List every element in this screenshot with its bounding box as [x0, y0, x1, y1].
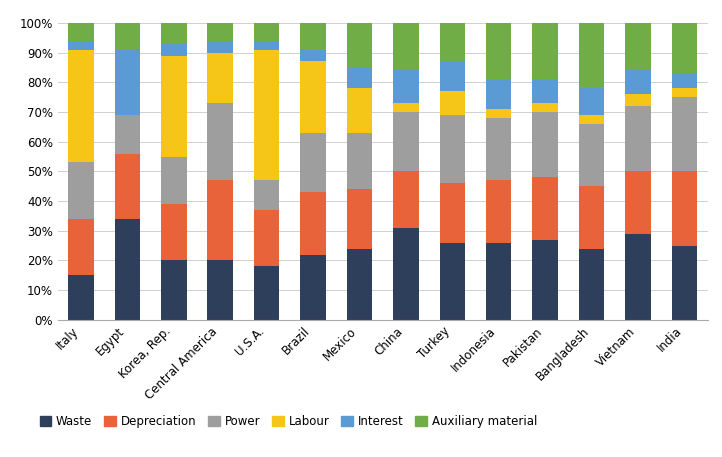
- Bar: [532, 177, 558, 239]
- Bar: [440, 183, 465, 243]
- Bar: [300, 62, 326, 133]
- Bar: [440, 91, 465, 115]
- Bar: [300, 192, 326, 255]
- Bar: [161, 44, 186, 56]
- Bar: [532, 23, 558, 80]
- Bar: [532, 112, 558, 177]
- Bar: [579, 124, 604, 186]
- Bar: [393, 171, 419, 228]
- Bar: [115, 50, 140, 115]
- Bar: [161, 23, 186, 44]
- Bar: [486, 80, 511, 109]
- Bar: [671, 97, 697, 171]
- Bar: [625, 171, 651, 234]
- Bar: [207, 53, 233, 103]
- Bar: [393, 103, 419, 112]
- Bar: [486, 181, 511, 243]
- Bar: [625, 70, 651, 94]
- Bar: [254, 23, 279, 41]
- Bar: [347, 68, 373, 88]
- Bar: [347, 23, 373, 68]
- Bar: [486, 109, 511, 118]
- Bar: [207, 103, 233, 181]
- Bar: [393, 228, 419, 320]
- Bar: [440, 243, 465, 320]
- Bar: [68, 50, 94, 163]
- Bar: [625, 23, 651, 70]
- Bar: [300, 50, 326, 62]
- Bar: [161, 56, 186, 157]
- Bar: [300, 255, 326, 320]
- Bar: [625, 94, 651, 106]
- Bar: [207, 23, 233, 41]
- Bar: [207, 260, 233, 320]
- Bar: [532, 103, 558, 112]
- Bar: [254, 50, 279, 181]
- Bar: [579, 249, 604, 320]
- Bar: [207, 181, 233, 260]
- Bar: [579, 186, 604, 249]
- Bar: [393, 112, 419, 171]
- Bar: [68, 41, 94, 50]
- Bar: [161, 260, 186, 320]
- Bar: [671, 171, 697, 246]
- Bar: [486, 118, 511, 181]
- Bar: [347, 189, 373, 249]
- Bar: [161, 204, 186, 260]
- Bar: [115, 23, 140, 50]
- Bar: [671, 74, 697, 88]
- Bar: [207, 41, 233, 53]
- Bar: [68, 219, 94, 275]
- Bar: [300, 23, 326, 50]
- Bar: [579, 23, 604, 88]
- Bar: [347, 88, 373, 133]
- Bar: [671, 246, 697, 320]
- Bar: [347, 249, 373, 320]
- Bar: [579, 88, 604, 115]
- Bar: [115, 115, 140, 154]
- Bar: [68, 275, 94, 320]
- Bar: [486, 23, 511, 80]
- Bar: [254, 41, 279, 50]
- Bar: [532, 80, 558, 103]
- Bar: [161, 156, 186, 204]
- Bar: [68, 23, 94, 41]
- Bar: [115, 154, 140, 219]
- Bar: [625, 234, 651, 320]
- Bar: [254, 210, 279, 266]
- Bar: [393, 23, 419, 70]
- Bar: [347, 133, 373, 189]
- Bar: [625, 106, 651, 171]
- Bar: [671, 23, 697, 74]
- Bar: [68, 163, 94, 219]
- Bar: [486, 243, 511, 320]
- Bar: [393, 70, 419, 103]
- Bar: [579, 115, 604, 124]
- Bar: [440, 23, 465, 62]
- Bar: [440, 62, 465, 91]
- Bar: [254, 266, 279, 320]
- Bar: [254, 181, 279, 210]
- Bar: [300, 133, 326, 192]
- Bar: [671, 88, 697, 97]
- Bar: [115, 219, 140, 320]
- Legend: Waste, Depreciation, Power, Labour, Interest, Auxiliary material: Waste, Depreciation, Power, Labour, Inte…: [35, 410, 542, 433]
- Bar: [532, 239, 558, 320]
- Bar: [440, 115, 465, 183]
